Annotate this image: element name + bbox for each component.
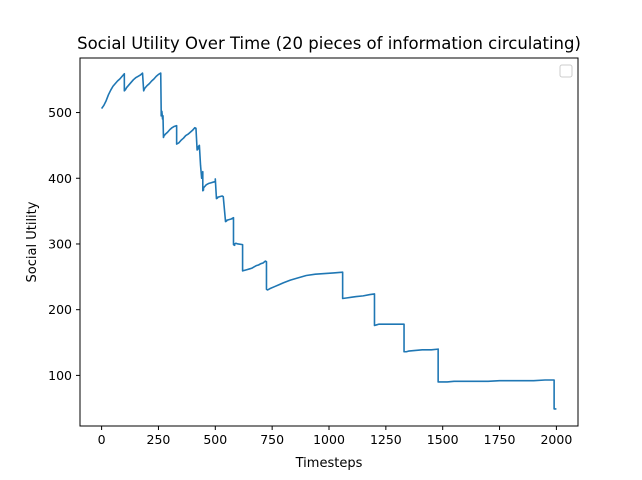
- y-axis-label: Social Utility: [25, 201, 40, 282]
- y-tick-label: 200: [48, 302, 72, 317]
- x-tick-label: 1250: [370, 432, 402, 447]
- x-tick-label: 1000: [313, 432, 345, 447]
- legend-box: [559, 64, 573, 78]
- y-tick-label: 300: [48, 236, 72, 251]
- y-tick-label: 100: [48, 368, 72, 383]
- plot-area: [100, 72, 557, 410]
- x-tick-label: 1500: [427, 432, 459, 447]
- x-axis-ticks: 0 250 500 750 1000 1250 1500 1750 2000: [98, 426, 572, 447]
- y-tick-label: 500: [48, 105, 72, 120]
- y-axis-ticks: 100 200 300 400 500: [48, 105, 80, 383]
- x-tick-label: 250: [147, 432, 171, 447]
- y-tick-label: 400: [48, 171, 72, 186]
- x-tick-label: 500: [203, 432, 227, 447]
- chart-title: Social Utility Over Time (20 pieces of i…: [77, 34, 581, 53]
- x-tick-label: 750: [260, 432, 284, 447]
- x-axis-label: Timesteps: [295, 456, 363, 471]
- x-tick-label: 2000: [540, 432, 572, 447]
- x-tick-label: 0: [98, 432, 106, 447]
- plot-frame: [79, 57, 579, 427]
- x-tick-label: 1750: [484, 432, 516, 447]
- series-line-0: [100, 72, 557, 410]
